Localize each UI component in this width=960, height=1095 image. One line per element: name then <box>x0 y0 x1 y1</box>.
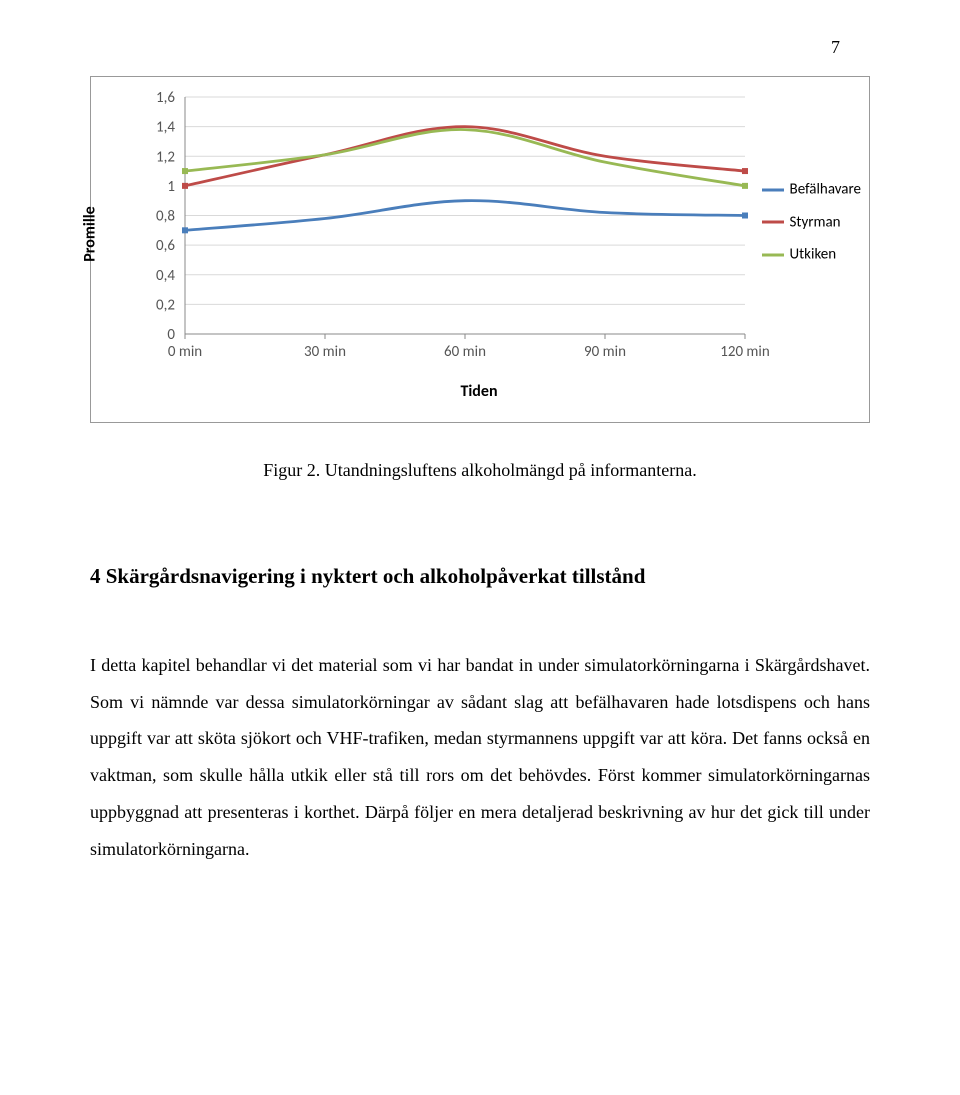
legend-swatch <box>762 221 784 224</box>
svg-text:0,2: 0,2 <box>156 297 175 315</box>
svg-text:90 min: 90 min <box>584 343 626 361</box>
legend-item: Styrman <box>762 208 861 237</box>
x-axis-title: Tiden <box>105 377 853 407</box>
svg-text:120 min: 120 min <box>720 343 770 361</box>
svg-text:0,6: 0,6 <box>156 237 175 255</box>
svg-text:60 min: 60 min <box>444 343 486 361</box>
chart-container: Promille 00,20,40,60,811,21,41,60 min30 … <box>90 76 870 422</box>
section-heading: 4 Skärgårdsnavigering i nyktert och alko… <box>90 557 870 597</box>
figure-caption: Figur 2. Utandningsluftens alkoholmängd … <box>90 453 870 487</box>
page-number: 7 <box>90 30 870 64</box>
line-chart: 0 0,2 0,4 0,6 0,8 1 1,2 1,4 1,6 0 min 30 min 60 min… <box>105 89 845 379</box>
svg-text:1,6: 1,6 <box>156 89 175 107</box>
svg-text:0,8: 0,8 <box>156 208 175 226</box>
svg-text:0,4: 0,4 <box>156 267 175 285</box>
legend-swatch <box>762 188 784 191</box>
legend-label: Utkiken <box>790 241 837 270</box>
chart-legend: Befälhavare Styrman Utkiken <box>762 176 861 274</box>
svg-text:0: 0 <box>167 326 175 344</box>
y-axis-title: Promille <box>76 206 106 261</box>
legend-item: Utkiken <box>762 241 861 270</box>
legend-label: Befälhavare <box>790 176 861 205</box>
body-paragraph: I detta kapitel behandlar vi det materia… <box>90 647 870 868</box>
legend-label: Styrman <box>790 208 841 237</box>
legend-swatch <box>762 253 784 256</box>
svg-text:30 min: 30 min <box>304 343 346 361</box>
legend-item: Befälhavare <box>762 176 861 205</box>
svg-text:1,2: 1,2 <box>156 148 175 166</box>
svg-text:0 min: 0 min <box>168 343 202 361</box>
svg-text:1,4: 1,4 <box>156 119 175 137</box>
svg-text:1: 1 <box>167 178 175 196</box>
